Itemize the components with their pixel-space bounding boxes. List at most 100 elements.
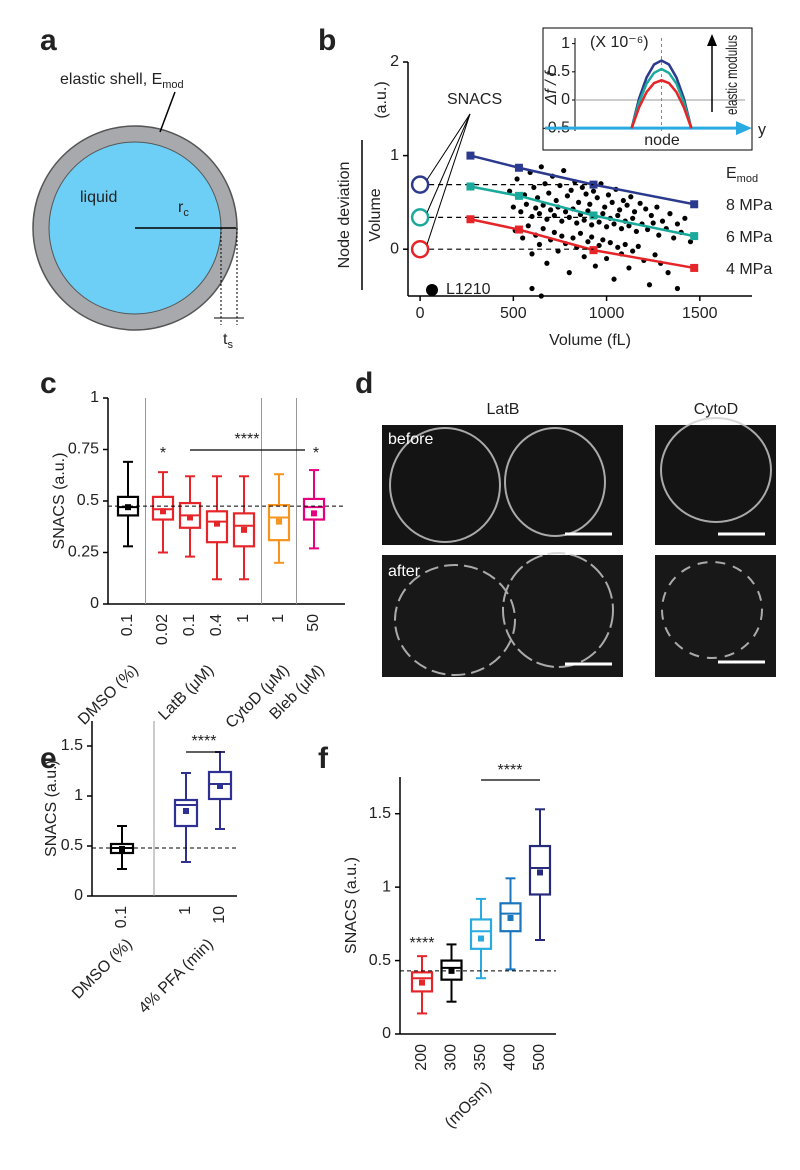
scatter-point [566,214,572,220]
significance: * [160,445,166,462]
x-tick-label: 1500 [682,305,718,322]
scatter-point [665,270,671,276]
scatter-point [557,182,563,189]
x-tick-label: 0.1 [113,906,130,928]
scatter-point [507,188,513,194]
x-tick-label: 350 [472,1044,489,1071]
mode-curve [630,67,693,129]
y-tick-label: 0 [74,887,83,904]
snacs-point [410,239,430,259]
x-tick-label: 0.02 [154,614,171,645]
scatter-point [529,213,535,220]
model-point [589,246,598,255]
thickness-sub: s [227,339,233,351]
scatter-point [548,207,554,213]
model-point [466,182,475,191]
panel-label: b [318,24,336,57]
model-line [470,218,695,270]
snacs-point [410,208,430,227]
scatter-point [596,219,602,225]
snacs-pointer [426,113,471,213]
y-tick-label: 0.75 [68,441,99,458]
mean [214,520,220,527]
scatter-point [624,202,630,208]
scatter-point [609,199,615,205]
column-label: LatB [487,401,520,418]
scatter-point [568,187,574,193]
y-tick-label: 1 [90,389,99,406]
y-tick-label: 0.5 [369,952,391,969]
scatter-point [579,184,585,191]
scatter-point [620,197,626,204]
mean [125,504,131,511]
cell-outline [660,417,772,523]
scatter-point [514,176,520,182]
significance: **** [192,733,217,750]
modulus-sub: mod [737,173,758,185]
x-tick-label: 200 [413,1044,430,1071]
x-axis-label: Volume (fL) [549,332,631,349]
scatter-point [538,164,544,170]
y-tick-label: 0 [390,240,399,257]
scatter-point [529,251,535,257]
shell-label: elastic shell, Emod [60,71,184,91]
legend-marker [426,284,438,296]
scatter-point [536,241,543,248]
y-tick-label: 1 [382,878,391,895]
group-label: 4% PFA (min) [136,936,217,1017]
mode-curve [630,59,693,129]
box [151,495,175,521]
scatter-point [618,226,625,232]
scatter-point [607,240,613,246]
cell-outline [502,552,614,668]
scatter-point [687,239,694,245]
model-point [690,200,699,209]
scatter-point [564,193,571,199]
scatter-point [510,204,516,210]
significance: **** [410,935,435,952]
scatter-point [633,228,640,235]
x-tick-label: 0.4 [208,614,225,636]
micrograph [655,425,776,545]
x-tick-label: 300 [443,1044,460,1071]
scatter-point [615,244,621,250]
scatter-point [577,230,584,236]
y-tick-label: 0 [382,1025,391,1042]
y-axis-label: SNACS (a.u.) [43,760,60,857]
model-point [466,151,475,160]
micrographs: LatB CytoD before after [382,401,776,677]
scatter-point [659,218,666,224]
shell-label-text: elastic shell, E [60,71,162,88]
mode-curve [630,78,693,129]
scatter-point [531,184,537,191]
model-point [690,263,699,272]
modulus-text: E [726,165,737,182]
group-label: DMSO (%) [69,936,136,1003]
scatter-point [600,211,606,217]
y-tick-label: 0.5 [548,63,570,80]
scatter-point [628,194,634,200]
x-tick-label: 500 [531,1044,548,1071]
panel-label: a [40,24,57,57]
scatter-point [553,197,559,204]
y-multiplier: (X 10⁻⁶) [590,34,649,51]
series-label: 6 MPa [726,229,772,246]
y-tick-label: 1.5 [369,805,391,822]
y-axis-label: Node deviation [336,162,353,269]
micrograph [655,555,776,677]
scatter-point [615,212,621,219]
mean [276,518,282,525]
cell-outline [394,564,516,676]
y-axis-label: Δf / f [543,70,560,106]
y-tick-label: 1 [74,787,83,804]
arrow-head [707,34,717,46]
scatter-point [566,270,572,276]
x-tick-label: 1 [235,614,252,623]
panel-label: f [318,742,329,775]
significance: **** [498,762,523,779]
y-axis-label: SNACS (a.u.) [51,453,68,550]
scatter-point [520,235,526,241]
scatter-point [682,215,688,221]
x-tick-label: 10 [211,906,228,924]
scatter-point [626,223,632,229]
